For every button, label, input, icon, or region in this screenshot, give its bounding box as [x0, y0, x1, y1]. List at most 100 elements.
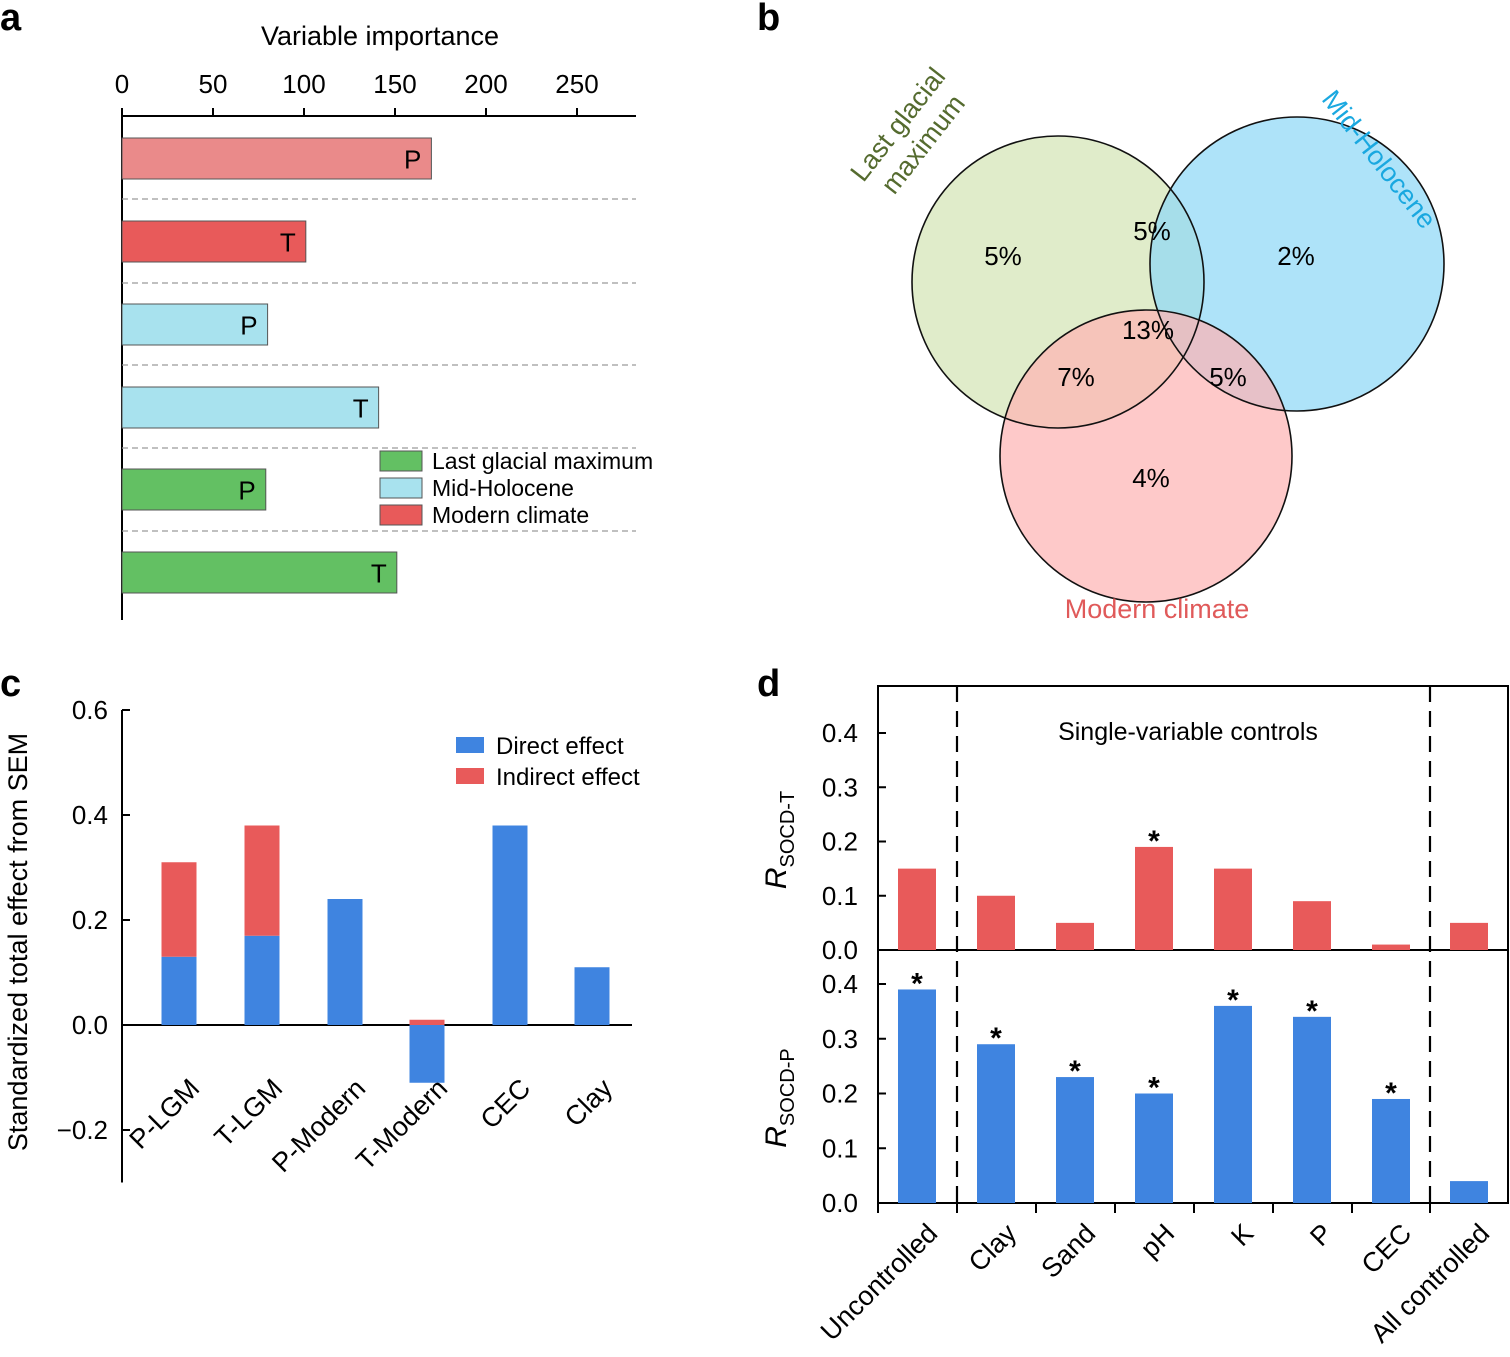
- significance-star-d: *: [1148, 1072, 1160, 1105]
- significance-star-d: *: [990, 1022, 1002, 1055]
- bar-c-direct-4: [492, 825, 528, 1025]
- significance-star-d: *: [1148, 825, 1160, 858]
- venn-region-all: 13%: [1122, 315, 1174, 345]
- bar-c-indirect-3: [409, 1019, 445, 1025]
- venn-region-lgm_mod: 7%: [1057, 362, 1095, 392]
- bar-a-0: [121, 137, 432, 180]
- y-axis-title-d: RSOCD-T: [760, 791, 799, 889]
- bar-d-0-7: [1450, 922, 1488, 950]
- bar-d-0-6: [1372, 944, 1410, 950]
- panel-c-sem-effects: −0.2 0.0 0.2 0.4 0.6 Standardized total effec…: [3, 695, 640, 1183]
- venn-circle-modern-outline: [999, 309, 1293, 603]
- bar-d-0-0: [898, 868, 936, 950]
- y-axis-title-d: RSOCD-P: [760, 1048, 799, 1147]
- bar-c-indirect-1: [244, 825, 280, 936]
- bar-d-1-6: [1372, 1098, 1410, 1203]
- y-axis-title-sub: SOCD-P: [777, 1048, 799, 1126]
- annotation-d: Single-variable controls: [1058, 718, 1318, 746]
- x-tick-label-d: CEC: [1356, 1218, 1418, 1280]
- y-tick-label-d: 0.3: [822, 772, 858, 802]
- y-tick-label-d: 0.4: [822, 718, 858, 748]
- y-axis-title-c: Standardized total effect from SEM: [3, 733, 33, 1151]
- x-tick-label-c: Clay: [559, 1073, 619, 1133]
- bar-c-direct-5: [574, 967, 610, 1025]
- y-tick-label-d: 0.0: [822, 1188, 858, 1218]
- y-tick-label-d: 0.3: [822, 1024, 858, 1054]
- legend-swatch-a: [379, 450, 423, 472]
- x-tick-label-a: 200: [464, 69, 507, 99]
- panel-label-c: c: [0, 663, 21, 705]
- y-tick-label-c: 0.0: [72, 1010, 108, 1040]
- legend-swatch-c: [456, 768, 484, 784]
- venn-circle-lgm-outline: [911, 135, 1205, 429]
- bar-label-a: P: [238, 476, 255, 506]
- bar-a-2: [121, 303, 269, 346]
- significance-star-d: *: [1385, 1077, 1397, 1110]
- panel-a-variable-importance: Variable importance 0 50 100 150 200 250 P T P T P…: [115, 21, 653, 620]
- bar-c-direct-2: [327, 899, 363, 1025]
- bar-a-4: [121, 468, 267, 511]
- bar-d-1-5: [1293, 1016, 1331, 1203]
- panel-d-partial-correlations: Single-variable controls 0.0 0.1 0.2 0.3 0.4 *…: [760, 685, 1509, 1349]
- y-tick-label-c: 0.6: [72, 695, 108, 725]
- bar-a-3: [121, 386, 380, 429]
- x-tick-label-a: 50: [199, 69, 228, 99]
- y-axis-title-main: R: [760, 1126, 793, 1148]
- x-tick-label-c: CEC: [475, 1073, 537, 1135]
- significance-star-d: *: [1069, 1055, 1081, 1088]
- bar-c-direct-1: [244, 935, 280, 1025]
- venn-region-lgm_only: 5%: [984, 241, 1022, 271]
- venn-circle-mh-outline: [1149, 116, 1445, 412]
- legend-label-a: Modern climate: [432, 502, 589, 528]
- y-tick-label-d: 0.1: [822, 1133, 858, 1163]
- legend-label-a: Mid-Holocene: [432, 475, 574, 501]
- panel-a-title: Variable importance: [261, 21, 499, 51]
- y-tick-label-c: 0.4: [72, 800, 108, 830]
- y-tick-label-d: 0.4: [822, 969, 858, 999]
- x-tick-label-a: 100: [282, 69, 325, 99]
- y-tick-label-d: 0.1: [822, 881, 858, 911]
- y-tick-label-c: −0.2: [57, 1115, 108, 1145]
- venn-circle-modern: [1000, 310, 1292, 602]
- bar-d-1-2: [1056, 1077, 1094, 1203]
- x-tick-label-d: P: [1304, 1218, 1338, 1252]
- y-tick-label-d: 0.0: [822, 935, 858, 965]
- venn-region-mh_mod: 5%: [1209, 362, 1247, 392]
- bar-d-0-5: [1293, 901, 1331, 950]
- bar-d-0-2: [1056, 922, 1094, 950]
- legend-swatch-c: [456, 737, 484, 753]
- panel-label-d: d: [757, 663, 780, 705]
- venn-region-mod_only: 4%: [1132, 463, 1170, 493]
- bar-d-0-3: [1135, 846, 1173, 950]
- bar-label-a: P: [404, 145, 421, 175]
- x-tick-label-d: Sand: [1035, 1218, 1101, 1284]
- x-tick-label-d: pH: [1135, 1218, 1181, 1264]
- x-tick-label-d: Uncontrolled: [815, 1218, 943, 1346]
- bar-a-5: [121, 551, 398, 594]
- significance-star-d: *: [1306, 995, 1318, 1028]
- x-tick-label-a: 0: [115, 69, 129, 99]
- legend-label-c: Indirect effect: [496, 764, 640, 791]
- significance-star-d: *: [1227, 984, 1239, 1017]
- bar-label-a: T: [353, 394, 369, 424]
- legend-label-c: Direct effect: [496, 733, 624, 760]
- x-tick-label-d: Clay: [963, 1218, 1023, 1278]
- x-tick-label-a: 150: [373, 69, 416, 99]
- bar-d-1-0: [898, 989, 936, 1203]
- y-tick-label-d: 0.2: [822, 1079, 858, 1109]
- panel-label-a: a: [0, 0, 22, 39]
- bar-d-1-3: [1135, 1093, 1173, 1203]
- y-tick-label-d: 0.2: [822, 827, 858, 857]
- x-tick-label-c: T-Modern: [350, 1073, 453, 1176]
- legend-label-a: Last glacial maximum: [432, 448, 653, 474]
- bar-c-direct-3: [409, 1025, 445, 1083]
- bar-label-a: T: [280, 228, 296, 258]
- bar-label-a: T: [371, 559, 387, 589]
- legend-swatch-a: [379, 504, 423, 526]
- bar-d-0-1: [977, 895, 1015, 950]
- bar-c-indirect-0: [161, 862, 197, 957]
- frame-d: [877, 685, 1509, 1204]
- bar-d-0-4: [1214, 868, 1252, 950]
